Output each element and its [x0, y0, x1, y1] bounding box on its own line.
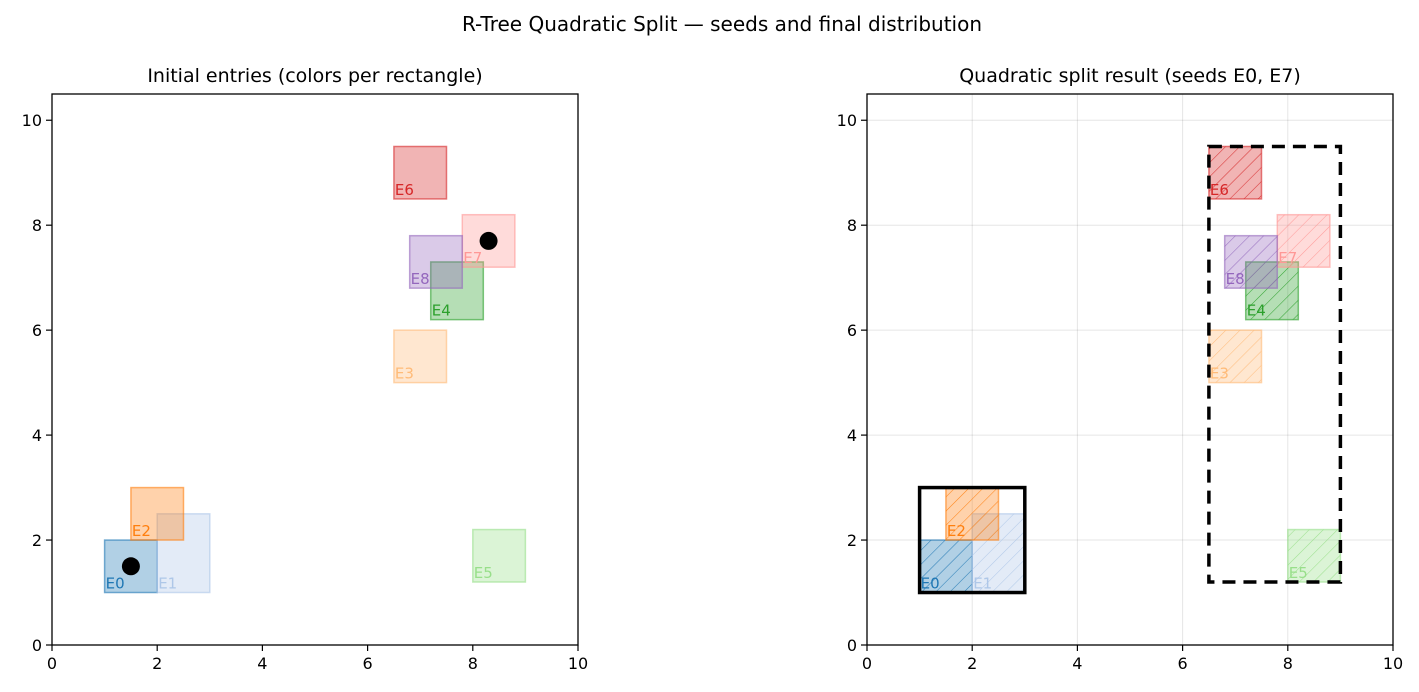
- entry-label-e7: E7: [1278, 249, 1297, 267]
- y-tick-label: 10: [22, 111, 42, 130]
- entry-label-e8: E8: [1226, 270, 1245, 288]
- y-tick-label: 0: [32, 636, 42, 655]
- entry-hatch-e2: [945, 487, 999, 541]
- seed-point-2: [479, 231, 498, 250]
- y-tick-label: 6: [847, 321, 857, 340]
- x-tick-label: 2: [967, 654, 977, 673]
- y-tick-label: 8: [32, 216, 42, 235]
- panel-title: Quadratic split result (seeds E0, E7): [959, 65, 1301, 87]
- entry-label-e8: E8: [411, 270, 430, 288]
- panel-title: Initial entries (colors per rectangle): [147, 65, 482, 87]
- entry-label-e2: E2: [947, 522, 966, 540]
- entry-label-e2: E2: [132, 522, 151, 540]
- x-tick-label: 6: [1178, 654, 1188, 673]
- entry-label-e0: E0: [106, 575, 125, 593]
- entry-rect-e6: [393, 145, 448, 200]
- x-tick-label: 8: [468, 654, 478, 673]
- entry-hatch-e3: [1208, 330, 1262, 383]
- entry-hatch-e7: [1277, 214, 1330, 268]
- group-mbr-1: [917, 485, 1027, 595]
- entry-label-e7: E7: [463, 249, 482, 267]
- entry-hatch-e8: [1224, 235, 1278, 289]
- entry-rect-e4: [429, 261, 485, 321]
- x-tick-label: 8: [1283, 654, 1293, 673]
- entry-rect-e8: [408, 234, 464, 289]
- y-tick-label: 8: [847, 216, 857, 235]
- y-tick-label: 2: [32, 531, 42, 550]
- entry-label-e5: E5: [474, 564, 493, 582]
- entry-label-e3: E3: [395, 365, 414, 383]
- y-tick-label: 6: [32, 321, 42, 340]
- entry-label-e6: E6: [1210, 181, 1229, 199]
- entry-label-e4: E4: [1247, 302, 1266, 320]
- entry-rect-e5: [472, 528, 527, 583]
- y-tick-label: 4: [847, 426, 857, 445]
- entry-rect-e2: [130, 486, 185, 541]
- x-tick-label: 0: [47, 654, 57, 673]
- y-tick-label: 10: [837, 111, 857, 130]
- y-tick-label: 4: [32, 426, 42, 445]
- panel-2: E0 E1 E2 E3 E4 E5 E6 E7 E8 0 2 4 6 8 10 0 2 4 6 8 10 Quadrati…: [837, 65, 1404, 673]
- entry-hatch-e0: [919, 540, 973, 593]
- entry-rect-e3: [393, 329, 448, 384]
- y-tick-label: 2: [847, 531, 857, 550]
- figure-title: R-Tree Quadratic Split — seeds and final…: [462, 12, 982, 36]
- entry-hatch-e6: [1208, 146, 1262, 199]
- entry-label-e3: E3: [1210, 365, 1229, 383]
- y-tick-label: 0: [847, 636, 857, 655]
- x-tick-label: 2: [152, 654, 162, 673]
- entry-label-e6: E6: [395, 181, 414, 199]
- entry-hatch-e5: [1287, 529, 1341, 583]
- seed-point-1: [121, 557, 140, 576]
- entry-label-e1: E1: [158, 575, 177, 593]
- axes-frame: [866, 93, 1394, 646]
- entry-label-e1: E1: [973, 575, 992, 593]
- axes-frame: [51, 93, 579, 646]
- x-tick-label: 10: [568, 654, 588, 673]
- x-tick-label: 6: [363, 654, 373, 673]
- entry-label-e4: E4: [432, 302, 451, 320]
- entry-label-e5: E5: [1289, 564, 1308, 582]
- entry-label-e0: E0: [921, 575, 940, 593]
- x-tick-label: 4: [257, 654, 267, 673]
- x-tick-label: 10: [1383, 654, 1403, 673]
- x-tick-label: 0: [862, 654, 872, 673]
- x-tick-label: 4: [1072, 654, 1082, 673]
- panel-1: E0 E1 E2 E3 E4 E5 E6 E7 E8 0 2 4 6 8 10 0 2 4 6 8 10 Initial …: [22, 65, 589, 673]
- group-mbr-2: [1207, 144, 1343, 584]
